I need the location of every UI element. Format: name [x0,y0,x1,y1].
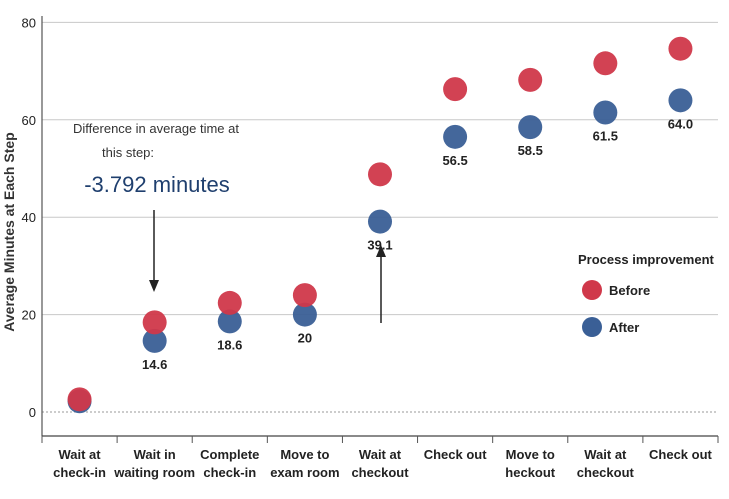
x-category-label: Move to heckout [505,447,556,480]
annotation-value: -3.792 minutes [84,172,230,197]
x-category-label: Check out [649,447,713,462]
x-category-label: Wait at check-in [53,447,106,480]
y-tick-label: 20 [22,308,36,323]
x-category-label: Move to exam room [270,447,339,480]
point-before [142,310,167,335]
legend-swatch-after [582,317,602,337]
legend: Process improvement Before After [578,252,715,337]
data-label: 20 [298,331,312,346]
point-after [443,124,468,149]
y-axis: 0 20 40 60 80 [22,15,43,436]
y-tick-label: 40 [22,210,36,225]
data-label: 61.5 [593,128,618,143]
point-before [518,67,543,92]
point-before [443,77,468,102]
legend-label-after: After [609,320,639,335]
annotation-line2: this step: [102,145,154,160]
data-label: 18.6 [217,337,242,352]
point-before [292,283,317,308]
point-after [292,302,317,327]
annotation-line1: Difference in average time at [73,121,239,136]
legend-title: Process improvement [578,252,715,267]
y-tick-label: 0 [29,405,36,420]
x-category-label: Check out [424,447,488,462]
data-points [67,36,693,414]
legend-label-before: Before [609,283,650,298]
x-category-label: Wait at checkout [577,447,635,480]
data-label: 14.6 [142,357,167,372]
annotation: Difference in average time at this step:… [73,121,386,323]
y-axis-label: Average Minutes at Each Step [1,132,17,331]
data-label: 56.5 [442,153,467,168]
point-before [368,162,392,187]
point-after [142,328,167,353]
annotation-arrowhead-down [149,280,159,292]
point-after [217,309,242,334]
data-labels: 14.6 18.6 20 39.1 56.5 58.5 61.5 64.0 [142,116,693,372]
annotation-arrowhead-up [376,245,386,257]
point-before [668,36,693,61]
legend-swatch-before [582,280,602,300]
x-category-label: Complete check-in [200,447,259,480]
point-before [593,51,618,76]
data-label: 58.5 [518,143,543,158]
data-label: 64.0 [668,116,693,131]
point-after [368,209,392,234]
point-after [593,100,618,125]
point-after [518,115,543,140]
y-tick-label: 60 [22,113,36,128]
x-category-label: Wait in waiting room [113,447,195,480]
point-after [668,88,693,113]
point-before [217,290,242,315]
y-tick-label: 80 [22,15,36,30]
point-before [67,387,92,412]
data-label: 39.1 [367,238,392,253]
x-category-label: Wait at checkout [351,447,409,480]
